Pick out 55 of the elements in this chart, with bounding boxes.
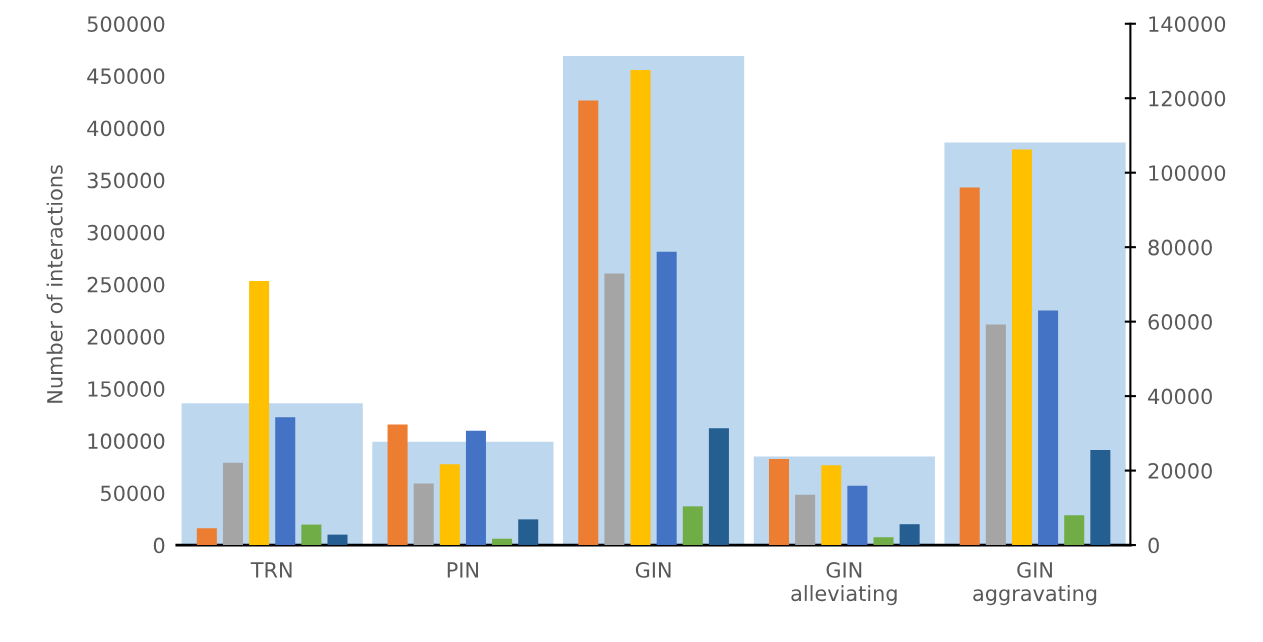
y2-tick-label: 20000 (1148, 463, 1212, 479)
bar (768, 459, 790, 546)
y2-tick-label: 120000 (1149, 90, 1226, 107)
y-tick-label: 450000 (87, 68, 165, 85)
bar (821, 465, 842, 546)
bar (518, 519, 539, 546)
y-tick-label: 100000 (88, 433, 165, 450)
y-tick-label: 200000 (87, 328, 165, 345)
x-tick-label: PIN (447, 562, 478, 578)
bar (275, 417, 296, 546)
bar (492, 538, 513, 546)
bar (327, 534, 348, 546)
bar (196, 528, 217, 546)
bar (1038, 310, 1059, 546)
y2-tick-label: 0 (1148, 537, 1159, 554)
bar (604, 273, 625, 546)
y-tick-label: 50000 (101, 485, 165, 502)
y-tick-label: 400000 (87, 120, 165, 137)
y2-tick-label: 100000 (1149, 165, 1226, 181)
bar (1090, 450, 1111, 546)
bar (301, 524, 322, 546)
bar (387, 424, 408, 546)
y-tick-label: 0 (153, 537, 165, 554)
y2-tick-label: 60000 (1148, 314, 1212, 330)
bar (222, 462, 243, 546)
y-tick-label: 250000 (87, 276, 165, 293)
y-tick-label: 350000 (87, 172, 165, 189)
bar (656, 251, 677, 546)
x-tick-label: TRN (250, 562, 292, 578)
bar (1011, 149, 1032, 546)
bar (682, 506, 703, 546)
x-tick-label: GIN aggravating (973, 562, 1097, 606)
x-tick-label: GIN (635, 562, 671, 578)
bar (413, 483, 434, 546)
bar (985, 324, 1006, 546)
bar (899, 524, 920, 546)
bar (465, 430, 486, 546)
y-tick-label: 500000 (87, 16, 165, 32)
bar (1064, 515, 1085, 546)
bar (959, 187, 980, 546)
x-tick-label: GIN alleviating (791, 562, 897, 606)
y-tick-label: 150000 (88, 381, 165, 397)
bar (708, 428, 729, 546)
y-tick-label: 300000 (87, 224, 165, 241)
y2-tick-label: 140000 (1149, 16, 1226, 32)
bar (439, 464, 460, 546)
bar (873, 537, 894, 546)
y-axis-title: Number of interactions (46, 165, 63, 403)
y2-tick-label: 80000 (1148, 239, 1212, 256)
bar (847, 485, 868, 546)
bar (578, 100, 599, 546)
y2-tick-label: 40000 (1148, 388, 1212, 405)
bar (630, 69, 651, 546)
bar (249, 281, 270, 546)
bar (795, 494, 816, 546)
